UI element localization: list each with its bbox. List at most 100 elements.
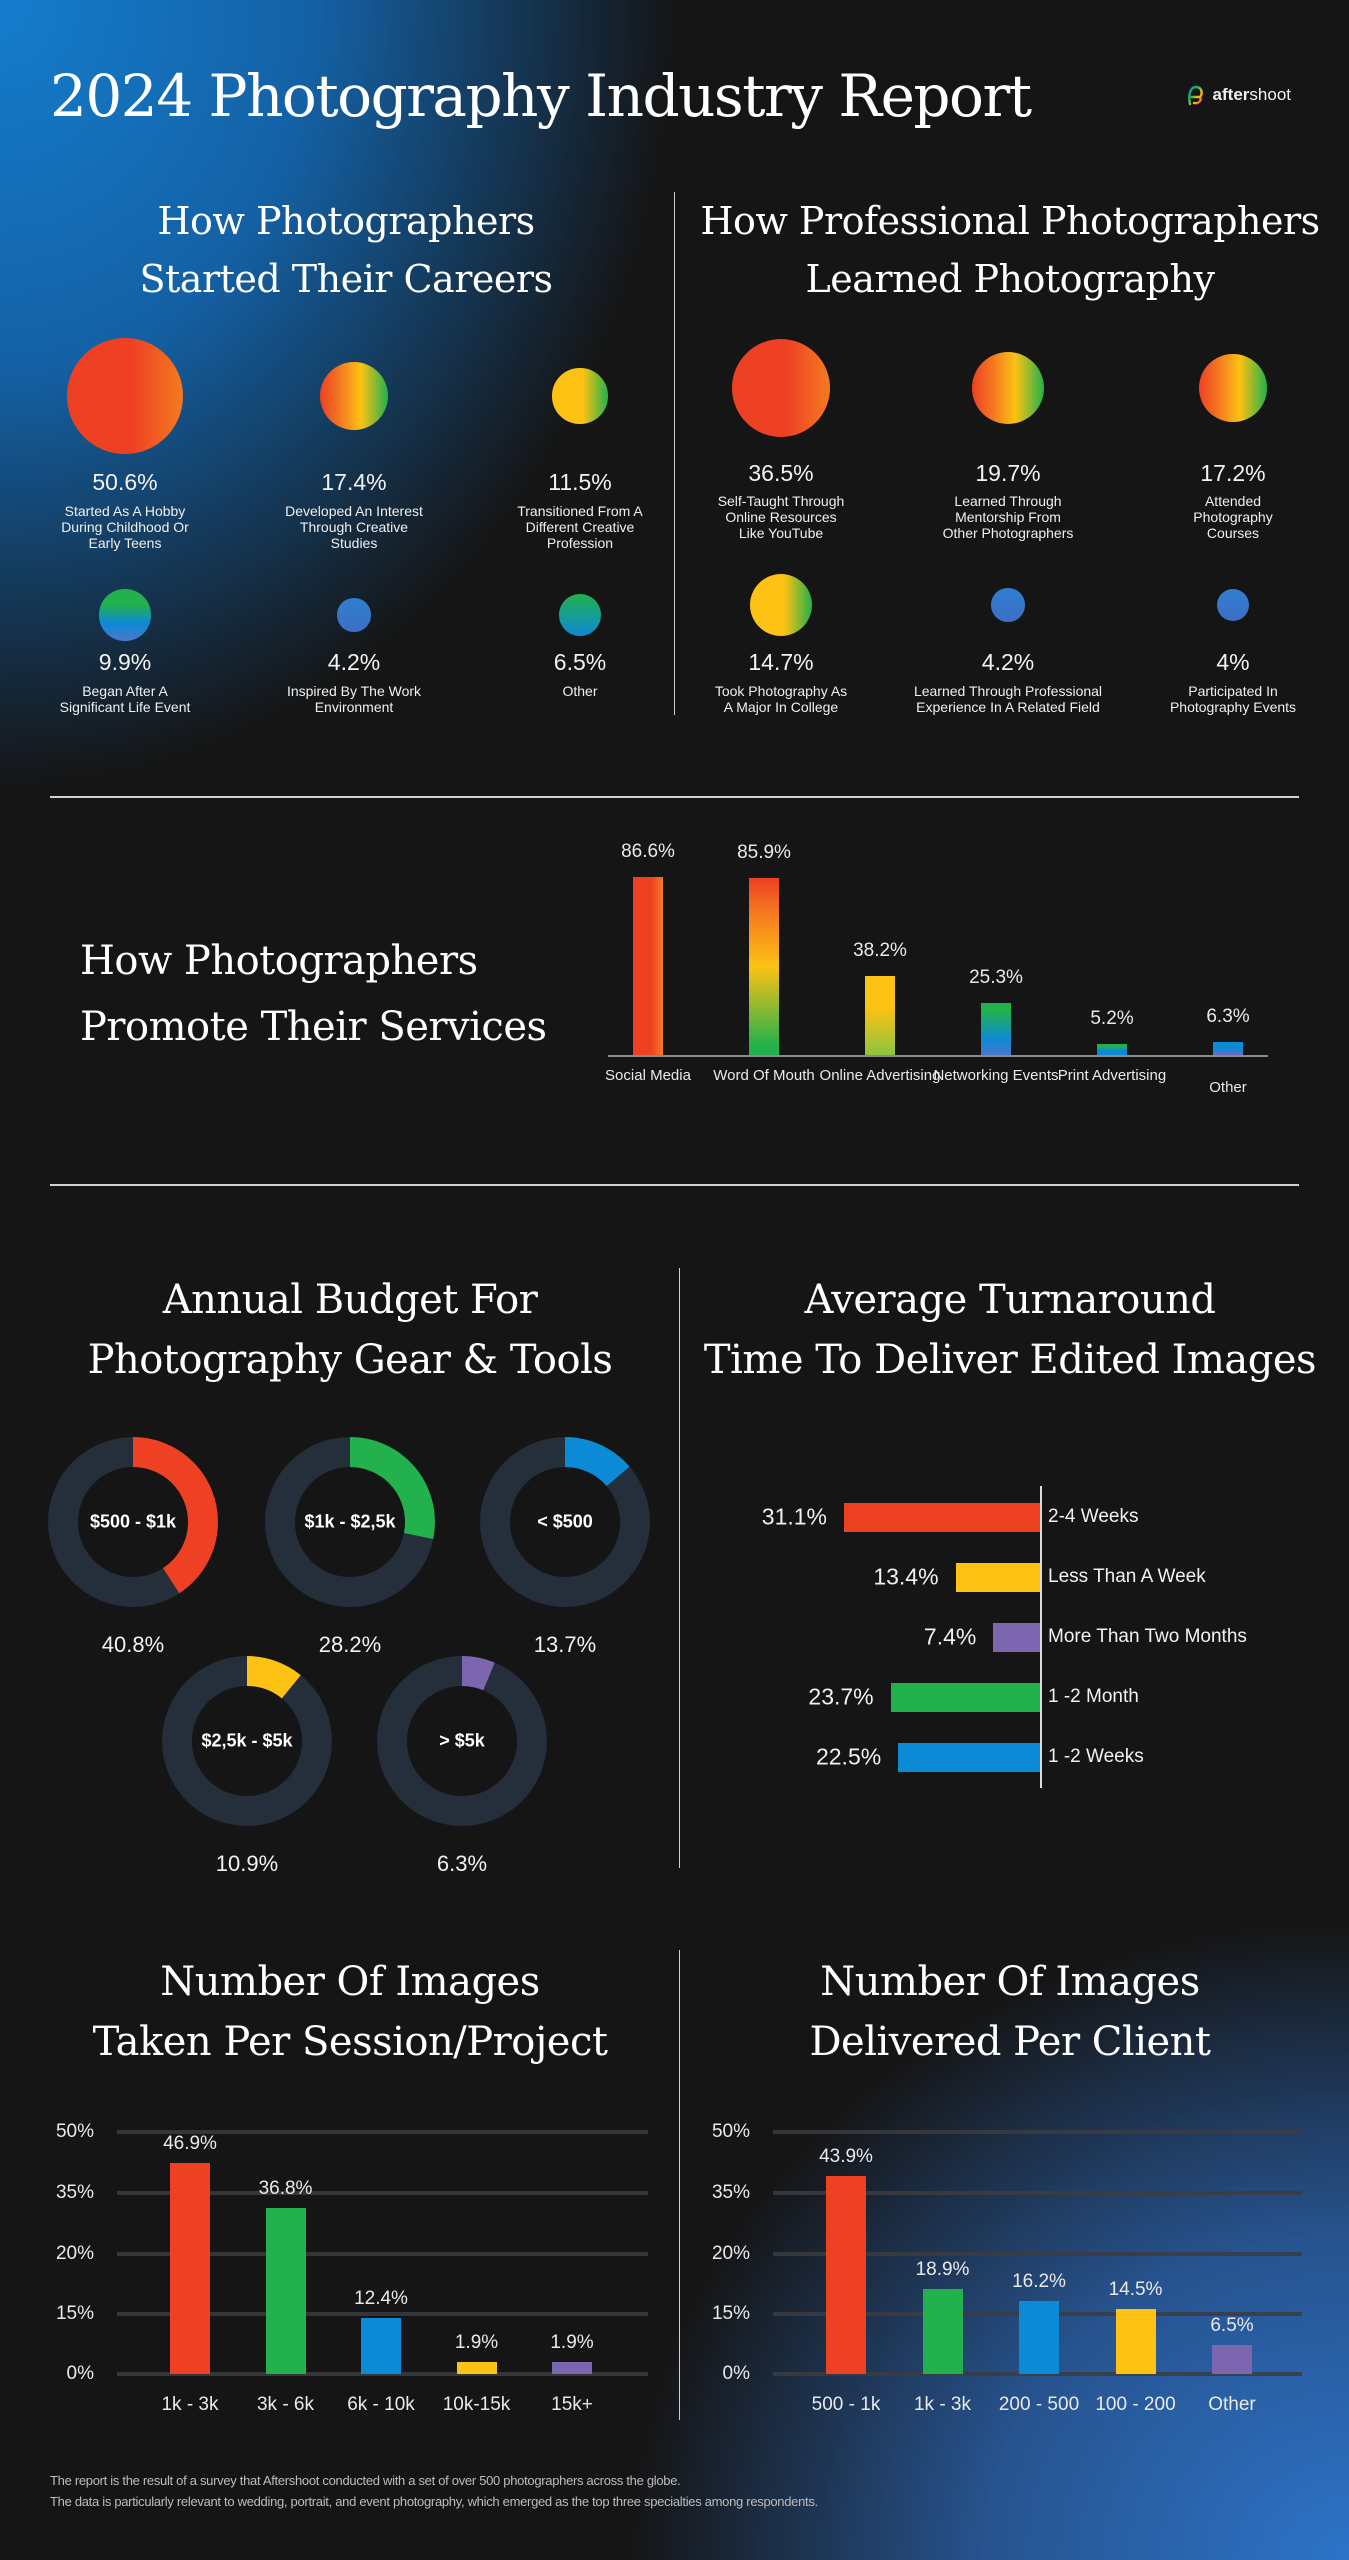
bubble-percentage: 19.7% [975, 460, 1041, 486]
y-axis-tick-label: 0% [722, 2363, 750, 2384]
aftershoot-logo[interactable]: aftershoot [1185, 84, 1291, 106]
bar-value-label: 12.4% [354, 2288, 408, 2310]
section-divider-vertical [679, 1268, 680, 1868]
taken-title: Number Of Images Taken Per Session/Proje… [40, 1952, 660, 2072]
bubble-label: Participated In Photography Events [1169, 683, 1297, 715]
x-axis-label: Other [1209, 1079, 1247, 1096]
bubble-label: Other [562, 683, 598, 699]
bubble-label: Inspired By The Work Environment [286, 683, 422, 715]
gridline [773, 2372, 1302, 2376]
donut-percentage: 10.9% [215, 1851, 279, 1876]
x-axis-label: 15k+ [551, 2394, 593, 2415]
percentage-bubble [99, 589, 151, 641]
footer-line-2: The data is particularly relevant to wed… [50, 2494, 818, 2509]
percentage-bubble [749, 573, 813, 637]
bubble-label: Developed An Interest Through Creative S… [285, 503, 423, 551]
bubble-percentage: 9.9% [98, 649, 152, 675]
bubble-percentage: 11.5% [548, 469, 612, 495]
bar [170, 2162, 210, 2374]
budget-title: Annual Budget For Photography Gear & Too… [40, 1270, 660, 1390]
bar-value-label: 36.8% [258, 2178, 313, 2200]
bar [1115, 2308, 1156, 2374]
donut-center-label: $500 - $1k [89, 1511, 177, 1532]
x-axis-label: 10k-15k [442, 2394, 511, 2415]
donut-percentage: 40.8% [101, 1632, 165, 1657]
y-axis-tick-label: 50% [55, 2121, 94, 2142]
bar-value-label: 22.5% [815, 1743, 882, 1770]
taken-title-line1: Number Of Images [160, 1959, 540, 2005]
bubble-label: Learned Through Mentorship From Other Ph… [942, 493, 1074, 541]
delivered-title-line1: Number Of Images [820, 1959, 1200, 2005]
y-axis-tick-label: 15% [55, 2303, 94, 2324]
bar [1213, 1042, 1243, 1055]
y-axis-tick-label: 35% [55, 2182, 94, 2203]
donut-center-label: $2,5k - $5k [201, 1730, 293, 1751]
promote-title-line1: How Photographers [80, 938, 478, 984]
promote-title-line2: Promote Their Services [80, 1004, 547, 1050]
x-axis-label: 100 - 200 [1095, 2394, 1176, 2415]
y-axis-line [1040, 1486, 1042, 1788]
bubble-label: Learned Through Professional Experience … [913, 683, 1103, 715]
percentage-bubble [1216, 588, 1250, 622]
donut-segment [48, 1437, 218, 1607]
y-axis-tick-label: 20% [711, 2243, 750, 2264]
bubble-percentage: 4.2% [981, 649, 1035, 675]
donut-chart [480, 1437, 650, 1607]
bar-value-label: 25.3% [969, 966, 1023, 988]
x-axis-label: 500 - 1k [811, 2394, 881, 2415]
bar-value-label: 13.4% [873, 1563, 939, 1590]
bar-value-label: 85.9% [737, 842, 791, 864]
section-divider-vertical [674, 192, 675, 715]
bar-value-label: 16.2% [1012, 2271, 1066, 2293]
taken-title-line2: Taken Per Session/Project [92, 2019, 608, 2065]
turnaround-title: Average Turnaround Time To Deliver Edite… [690, 1270, 1330, 1390]
gridline [773, 2252, 1302, 2256]
bar-value-label: 18.9% [915, 2258, 970, 2280]
budget-title-line2: Photography Gear & Tools [87, 1337, 613, 1383]
donut-chart [265, 1437, 435, 1607]
percentage-bubble [320, 362, 388, 430]
delivered-title: Number Of Images Delivered Per Client [690, 1952, 1330, 2072]
percentage-bubble [731, 338, 831, 438]
budget-title-line1: Annual Budget For [162, 1277, 538, 1323]
x-axis-label: Print Advertising [1057, 1067, 1167, 1084]
section-divider-vertical [679, 1950, 680, 2420]
bubble-percentage: 50.6% [92, 469, 158, 495]
bar-category-label: 1 -2 Weeks [1048, 1746, 1144, 1767]
bar-value-label: 23.7% [808, 1683, 874, 1710]
bar [1019, 2301, 1059, 2374]
donut-chart [377, 1656, 547, 1826]
y-axis-tick-label: 50% [711, 2121, 750, 2142]
learned-title: How Professional Photographers Learned P… [690, 192, 1330, 308]
y-axis-tick-label: 20% [55, 2243, 94, 2264]
careers-title-line1: How Photographers [157, 199, 535, 243]
donut-segment [265, 1437, 435, 1607]
x-axis-line [608, 1055, 1268, 1057]
aftershoot-logo-icon [1187, 85, 1203, 106]
bar-category-label: 1 -2 Month [1048, 1686, 1139, 1707]
bar-value-label: 43.9% [819, 2146, 873, 2168]
bubble-label: Took Photography As A Major In College [714, 683, 848, 715]
bar [456, 2362, 497, 2374]
gridline [773, 2191, 1302, 2195]
bar-category-label: Less Than A Week [1048, 1566, 1206, 1587]
donut-segment [162, 1656, 332, 1826]
x-axis-label: 1k - 3k [161, 2394, 219, 2415]
x-axis-label: 200 - 500 [998, 2394, 1080, 2415]
bubble-label: Transitioned From A Different Creative P… [517, 503, 643, 551]
bubble-percentage: 36.5% [748, 460, 814, 486]
bar [981, 1002, 1011, 1055]
bar [993, 1622, 1040, 1652]
bubble-percentage: 4% [1216, 649, 1250, 675]
x-axis-label: 3k - 6k [256, 2394, 315, 2415]
x-axis-label: Other [1208, 2394, 1256, 2415]
section-divider [50, 1184, 1299, 1186]
bubble-percentage: 14.7% [748, 649, 814, 675]
bar-value-label: 6.3% [1206, 1006, 1250, 1028]
footer-line-1: The report is the result of a survey tha… [50, 2473, 681, 2488]
donut-percentage: 6.3% [436, 1851, 488, 1876]
bar-value-label: 46.9% [163, 2132, 217, 2154]
donut-percentage: 28.2% [318, 1632, 382, 1657]
bar-value-label: 1.9% [454, 2332, 499, 2353]
learned-title-line1: How Professional Photographers [700, 199, 1320, 243]
